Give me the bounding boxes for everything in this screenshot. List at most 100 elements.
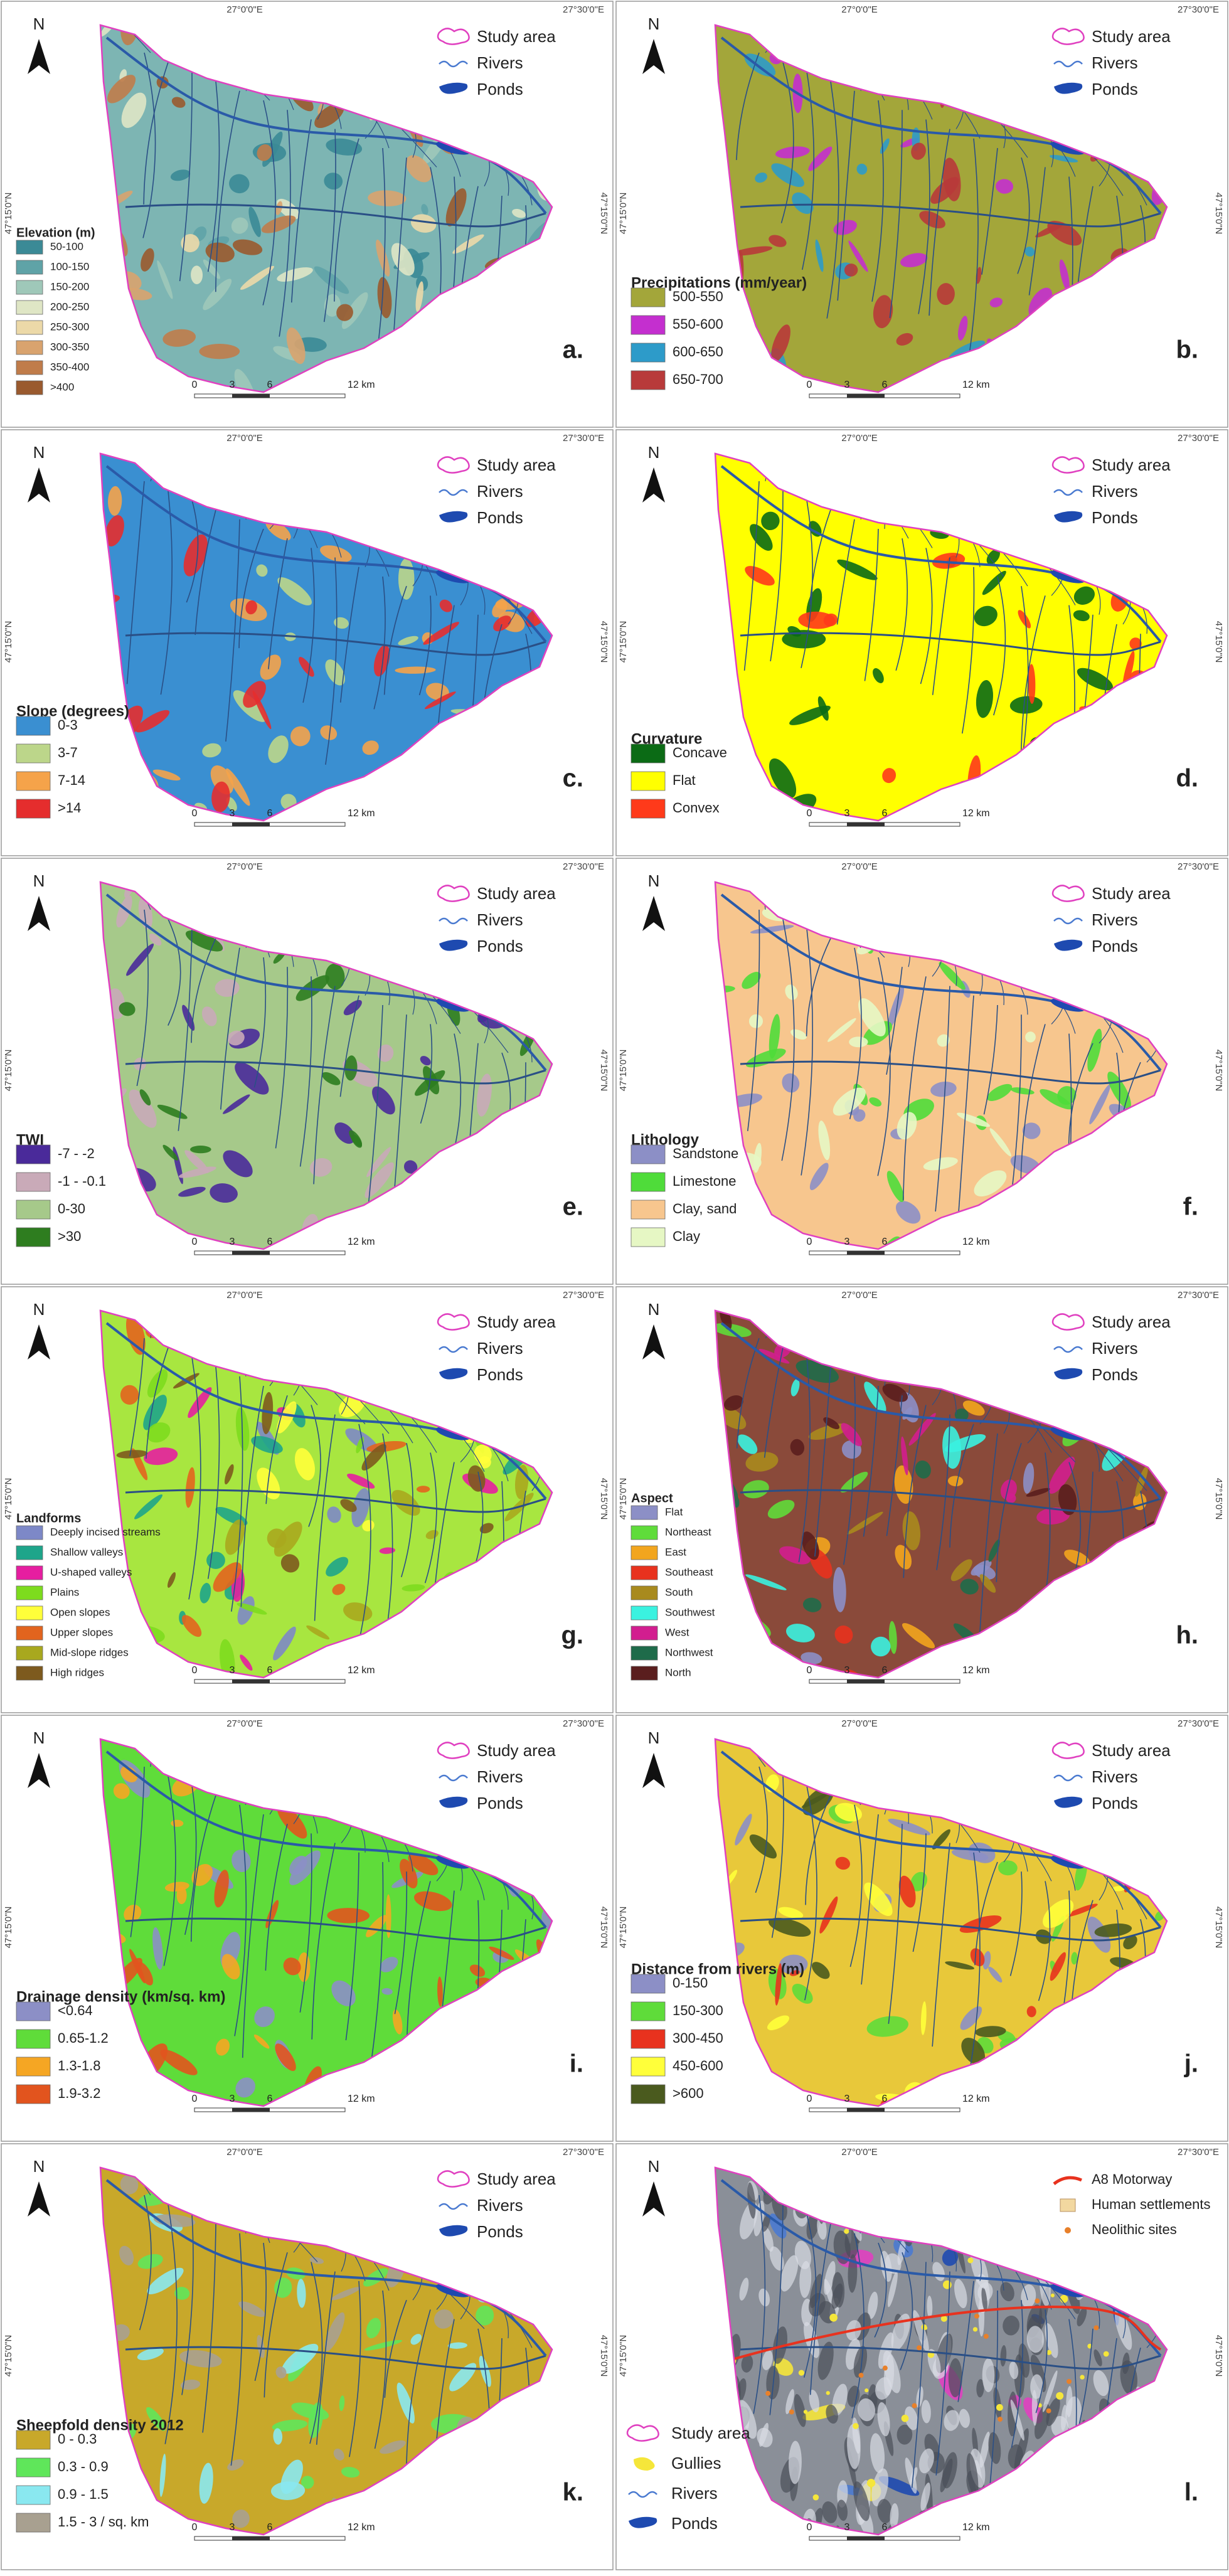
class-patch — [745, 1452, 779, 1472]
study-area-outline — [99, 2166, 553, 2536]
motorway — [733, 2305, 1162, 2360]
class-patch — [137, 2348, 164, 2361]
gully — [798, 2370, 805, 2376]
class-patch — [152, 769, 181, 781]
class-patch — [1064, 1550, 1090, 1567]
class-patch — [1065, 1903, 1098, 1917]
legend-label: A8 Motorway — [1092, 2171, 1172, 2187]
scale-bar-fill — [232, 1251, 270, 1255]
class-patch — [214, 1870, 229, 1908]
tributary — [316, 2271, 336, 2445]
gully — [803, 2410, 808, 2414]
legend-label: U-shaped valleys — [50, 1566, 132, 1578]
legend-label: Rivers — [477, 2196, 523, 2215]
tributary — [345, 1852, 359, 2041]
tributary — [1035, 2309, 1048, 2414]
legend-label: Shallow valleys — [50, 1546, 123, 1558]
tributary — [231, 1376, 243, 1612]
tributary — [935, 2271, 950, 2476]
tributary — [164, 2205, 178, 2444]
latitude-label: 47°15'0"N — [1213, 1478, 1224, 1520]
class-patch — [767, 2015, 790, 2031]
class-patch — [1048, 1456, 1075, 1494]
scale-label: 3 — [844, 1237, 850, 1247]
scale-label: 12 km — [962, 2522, 990, 2533]
class-patch — [856, 163, 868, 175]
legend-label: Limestone — [673, 1173, 737, 1189]
class-patch — [376, 239, 390, 277]
legend-icon — [439, 2225, 468, 2237]
class-patch — [136, 710, 170, 733]
river — [125, 2346, 546, 2370]
tributary — [753, 2195, 766, 2414]
tributary — [349, 2281, 361, 2457]
latitude-label: 47°15'0"N — [599, 1478, 609, 1520]
class-patch — [402, 1584, 425, 1592]
legend-swatch — [630, 2001, 666, 2021]
latitude-label: 47°15'0"N — [599, 1907, 609, 1949]
tributary — [181, 2214, 194, 2395]
class-patch — [405, 155, 432, 183]
main-river — [720, 1750, 1162, 1929]
north-label: N — [648, 2157, 660, 2176]
river — [125, 1489, 546, 1513]
neolithic-site — [882, 2365, 888, 2371]
scale-label: 0 — [807, 380, 812, 390]
legend-swatch — [16, 300, 43, 315]
legend-label: 0.65-1.2 — [58, 2030, 109, 2046]
class-patch — [257, 144, 272, 161]
gully — [901, 2414, 909, 2422]
class-patch — [841, 1423, 863, 1447]
main-river — [720, 2179, 1162, 2357]
relief-shade — [887, 2271, 898, 2307]
tributary — [932, 557, 950, 695]
relief-shade — [809, 2390, 819, 2413]
relief-shade — [739, 2277, 749, 2301]
map-panel: 27°0'0"E 27°30'0"E 47°15'0"N 47°15'0"N N 0 3 6 1… — [1, 858, 614, 1285]
legend-icon — [437, 28, 470, 45]
legend-label: 0-30 — [58, 1201, 85, 1216]
class-patch — [987, 1083, 1013, 1101]
class-patch — [748, 1014, 763, 1028]
class-patch — [782, 630, 826, 649]
class-patch — [920, 2001, 927, 2035]
relief-shade — [837, 2499, 848, 2521]
gully — [996, 2403, 1003, 2411]
relief-shade — [1042, 2370, 1058, 2412]
class-patch — [373, 645, 390, 677]
class-patch — [290, 726, 311, 747]
longitude-label: 27°0'0"E — [841, 1718, 878, 1729]
legend-label: Ponds — [477, 508, 523, 527]
longitude-label: 27°0'0"E — [226, 1718, 263, 1729]
class-patch — [833, 1567, 846, 1612]
legend: Drainage density (km/sq. km)<0.64 0.65-1.… — [16, 1988, 225, 2104]
map-panel: 27°0'0"E 27°30'0"E 47°15'0"N 47°15'0"N N 0 3 6 1… — [615, 1, 1228, 428]
legend-icon — [629, 2516, 657, 2528]
legend-swatch — [630, 1565, 658, 1580]
relief-shade — [976, 2379, 984, 2398]
class-patch — [403, 1160, 418, 1174]
class-patch — [178, 1166, 216, 1178]
class-patch — [124, 1904, 142, 1922]
tributary — [961, 567, 975, 734]
legend-swatch — [16, 2029, 51, 2049]
legend-label: Ponds — [1092, 508, 1138, 527]
north-label: N — [33, 443, 45, 462]
relief-shade — [1045, 2323, 1058, 2358]
neolithic-site — [983, 2333, 989, 2339]
class-patch — [818, 1120, 831, 1161]
class-patch — [240, 265, 274, 290]
relief-shade — [927, 2296, 933, 2319]
class-patch — [181, 233, 200, 253]
class-patch — [231, 217, 248, 234]
class-patch — [147, 2267, 184, 2294]
class-patch — [274, 2277, 292, 2298]
gully — [1103, 2351, 1109, 2357]
main-river — [105, 1750, 547, 1929]
legend-swatch — [630, 1525, 658, 1540]
tributary — [780, 61, 794, 223]
pond — [1050, 2284, 1085, 2297]
class-patch — [932, 1829, 950, 1850]
